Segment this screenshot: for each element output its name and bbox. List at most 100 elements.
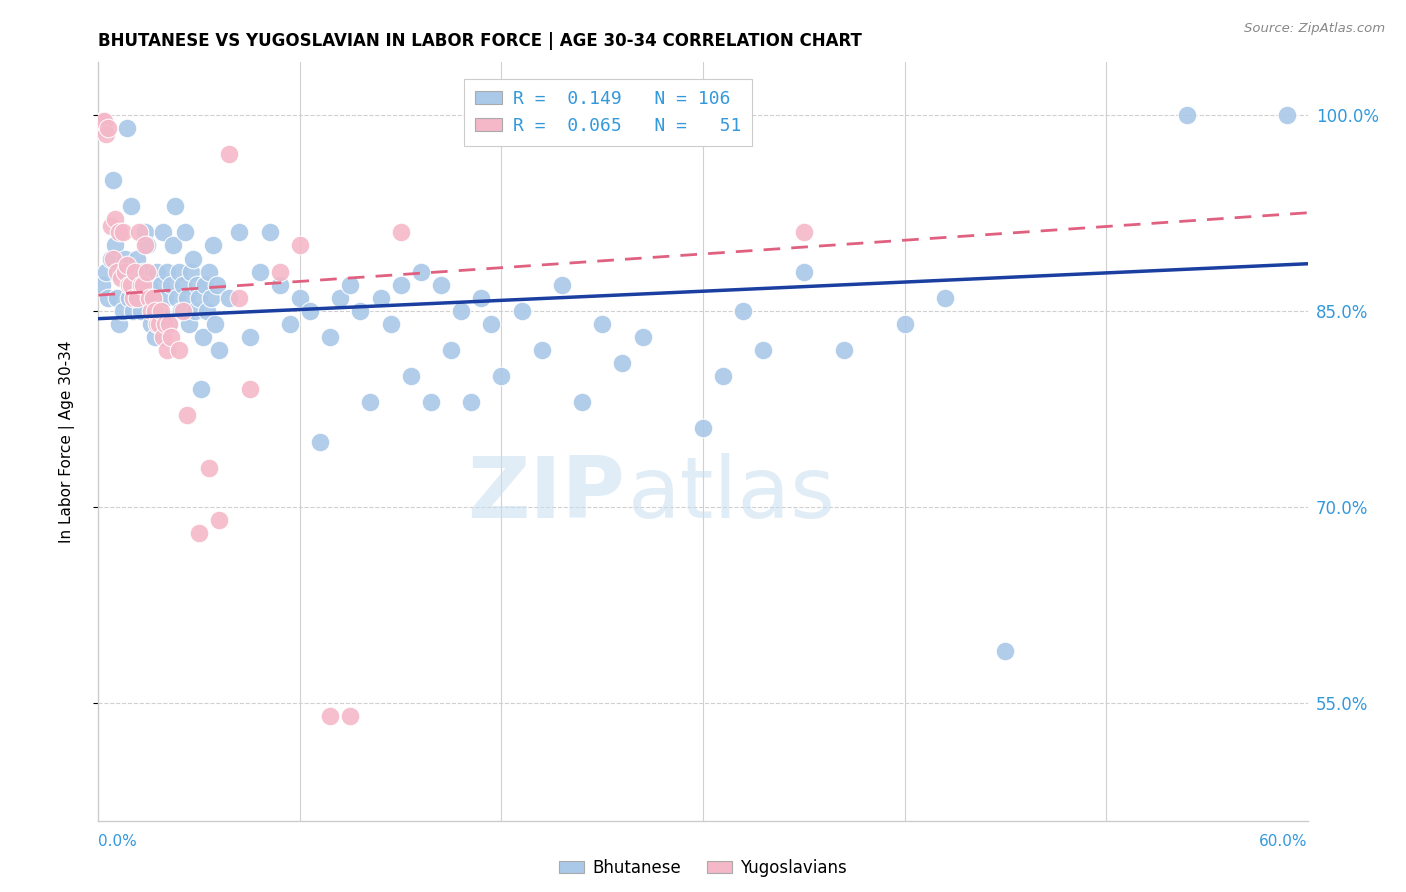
Point bbox=[142, 291, 165, 305]
Point bbox=[172, 277, 194, 292]
Point bbox=[125, 291, 148, 305]
Point bbox=[733, 303, 755, 318]
Point bbox=[994, 643, 1017, 657]
Y-axis label: In Labor Force | Age 30-34: In Labor Force | Age 30-34 bbox=[59, 340, 75, 543]
Point bbox=[752, 343, 775, 357]
Point bbox=[389, 277, 412, 292]
Point bbox=[218, 291, 240, 305]
Point bbox=[591, 317, 613, 331]
Point bbox=[160, 277, 183, 292]
Point bbox=[200, 291, 222, 305]
Point bbox=[167, 264, 190, 278]
Point bbox=[190, 382, 212, 396]
Point bbox=[91, 277, 114, 292]
Point bbox=[96, 264, 118, 278]
Point bbox=[152, 330, 174, 344]
Point bbox=[142, 291, 165, 305]
Point bbox=[143, 303, 166, 318]
Point bbox=[111, 303, 134, 318]
Point bbox=[103, 238, 125, 252]
Point bbox=[153, 317, 176, 331]
Point bbox=[156, 264, 179, 278]
Point bbox=[239, 330, 262, 344]
Point bbox=[194, 277, 217, 292]
Point bbox=[111, 226, 134, 240]
Point bbox=[259, 226, 281, 240]
Point bbox=[269, 264, 291, 278]
Point bbox=[204, 317, 226, 331]
Point bbox=[110, 264, 132, 278]
Point bbox=[134, 238, 156, 252]
Point bbox=[100, 219, 122, 233]
Point bbox=[319, 709, 342, 723]
Point bbox=[181, 252, 204, 266]
Point bbox=[172, 303, 194, 318]
Point bbox=[139, 303, 162, 318]
Point bbox=[360, 395, 382, 409]
Point bbox=[491, 369, 513, 384]
Point bbox=[1277, 108, 1299, 122]
Point bbox=[409, 264, 432, 278]
Point bbox=[1175, 108, 1198, 122]
Point bbox=[163, 199, 186, 213]
Point bbox=[105, 291, 128, 305]
Point bbox=[269, 277, 291, 292]
Point bbox=[198, 460, 221, 475]
Point bbox=[460, 395, 482, 409]
Point bbox=[128, 291, 150, 305]
Text: Source: ZipAtlas.com: Source: ZipAtlas.com bbox=[1244, 22, 1385, 36]
Point bbox=[120, 277, 142, 292]
Point bbox=[153, 291, 176, 305]
Point bbox=[174, 226, 197, 240]
Point bbox=[91, 114, 114, 128]
Point bbox=[132, 277, 155, 292]
Point bbox=[198, 264, 221, 278]
Point bbox=[339, 277, 361, 292]
Point bbox=[149, 303, 172, 318]
Point bbox=[124, 264, 146, 278]
Text: atlas: atlas bbox=[628, 453, 837, 536]
Point bbox=[157, 317, 180, 331]
Point bbox=[134, 226, 156, 240]
Point bbox=[309, 434, 332, 449]
Point bbox=[128, 226, 150, 240]
Point bbox=[148, 303, 170, 318]
Point bbox=[319, 330, 342, 344]
Point bbox=[288, 238, 311, 252]
Point bbox=[692, 421, 714, 435]
Point bbox=[934, 291, 956, 305]
Point bbox=[208, 513, 231, 527]
Point bbox=[125, 252, 148, 266]
Point bbox=[380, 317, 402, 331]
Point bbox=[121, 303, 143, 318]
Point bbox=[711, 369, 734, 384]
Point bbox=[148, 317, 170, 331]
Point bbox=[114, 252, 136, 266]
Point bbox=[124, 277, 146, 292]
Point bbox=[93, 114, 115, 128]
Point bbox=[139, 317, 162, 331]
Point bbox=[156, 343, 179, 357]
Point bbox=[389, 226, 412, 240]
Point bbox=[195, 303, 218, 318]
Point bbox=[208, 343, 231, 357]
Point bbox=[228, 226, 250, 240]
Point bbox=[115, 258, 138, 272]
Point bbox=[329, 291, 352, 305]
Point bbox=[893, 317, 915, 331]
Point bbox=[93, 120, 115, 135]
Point bbox=[138, 277, 160, 292]
Point bbox=[146, 264, 169, 278]
Point bbox=[114, 264, 136, 278]
Text: ZIP: ZIP bbox=[467, 453, 624, 536]
Point bbox=[180, 264, 202, 278]
Point bbox=[349, 303, 371, 318]
Point bbox=[105, 264, 128, 278]
Point bbox=[166, 291, 188, 305]
Point bbox=[110, 271, 132, 285]
Point bbox=[176, 291, 198, 305]
Point bbox=[179, 317, 201, 331]
Point bbox=[129, 303, 152, 318]
Point bbox=[107, 317, 129, 331]
Point bbox=[160, 330, 183, 344]
